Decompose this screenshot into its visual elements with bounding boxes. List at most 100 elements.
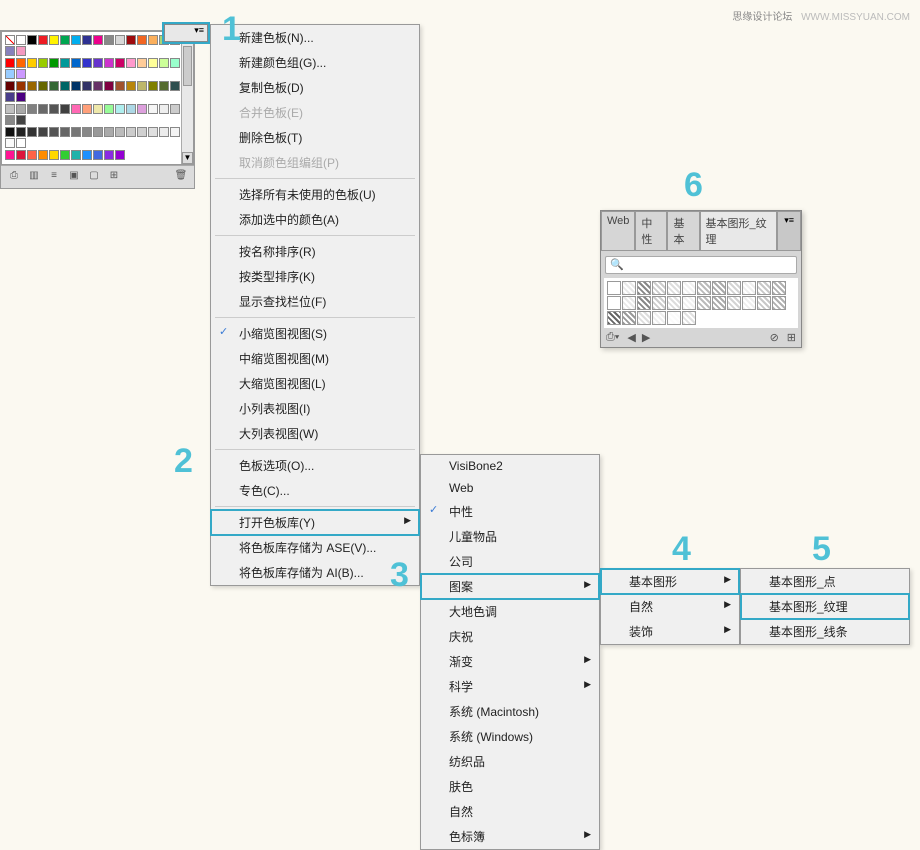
- swatch[interactable]: [137, 127, 147, 137]
- menu-item[interactable]: 自然: [421, 799, 599, 824]
- swatch[interactable]: [16, 92, 26, 102]
- menu-item[interactable]: 新建色板(N)...: [211, 25, 419, 50]
- swatch[interactable]: [115, 35, 125, 45]
- menu-item[interactable]: 色标簿▶: [421, 824, 599, 849]
- menu-item[interactable]: 纺织品: [421, 749, 599, 774]
- swatch[interactable]: [159, 81, 169, 91]
- pattern-swatch[interactable]: [682, 311, 696, 325]
- pattern-swatch[interactable]: [652, 281, 666, 295]
- swatch[interactable]: [16, 115, 26, 125]
- pattern-swatch[interactable]: [607, 296, 621, 310]
- swatch[interactable]: [93, 58, 103, 68]
- swatch[interactable]: [5, 150, 15, 160]
- swatch[interactable]: [71, 127, 81, 137]
- swatch[interactable]: [27, 150, 37, 160]
- new-folder-icon[interactable]: ▢: [87, 170, 101, 184]
- swatch[interactable]: [60, 35, 70, 45]
- swatch[interactable]: [71, 81, 81, 91]
- pattern-swatch[interactable]: [742, 281, 756, 295]
- show-icon[interactable]: ▥: [27, 170, 41, 184]
- pattern-swatch[interactable]: [712, 296, 726, 310]
- swatch[interactable]: [148, 127, 158, 137]
- menu-item[interactable]: 将色板库存储为 ASE(V)...: [211, 535, 419, 560]
- pattern-swatch[interactable]: [622, 281, 636, 295]
- swatch[interactable]: [126, 81, 136, 91]
- swatch[interactable]: [38, 81, 48, 91]
- swatch[interactable]: [159, 127, 169, 137]
- pattern-swatch[interactable]: [667, 311, 681, 325]
- swatch[interactable]: [148, 35, 158, 45]
- swatch[interactable]: [38, 150, 48, 160]
- swatch[interactable]: [16, 35, 26, 45]
- swatch[interactable]: [49, 127, 59, 137]
- swatch[interactable]: [170, 81, 180, 91]
- pattern-swatch[interactable]: [637, 311, 651, 325]
- pattern-swatch[interactable]: [772, 296, 786, 310]
- pattern-swatch[interactable]: [682, 281, 696, 295]
- swatch[interactable]: [5, 81, 15, 91]
- menu-item[interactable]: 专色(C)...: [211, 478, 419, 503]
- panel-flyout-button[interactable]: ▾≡: [164, 24, 208, 42]
- swatch[interactable]: [137, 81, 147, 91]
- swatch[interactable]: [115, 127, 125, 137]
- swatch[interactable]: [93, 35, 103, 45]
- pattern-swatch[interactable]: [622, 296, 636, 310]
- swatch[interactable]: [16, 104, 26, 114]
- swatch[interactable]: [27, 104, 37, 114]
- swatch[interactable]: [16, 138, 26, 148]
- next-icon[interactable]: ▶: [642, 331, 650, 344]
- swatch[interactable]: [104, 35, 114, 45]
- swatch[interactable]: [93, 81, 103, 91]
- swatch[interactable]: [16, 127, 26, 137]
- pattern-tab[interactable]: 中性: [635, 211, 667, 251]
- pattern-swatch[interactable]: [682, 296, 696, 310]
- swatch[interactable]: [5, 127, 15, 137]
- swatch[interactable]: [104, 104, 114, 114]
- menu-item[interactable]: 选择所有未使用的色板(U): [211, 182, 419, 207]
- menu-item[interactable]: 色板选项(O)...: [211, 453, 419, 478]
- swatch[interactable]: [115, 150, 125, 160]
- pattern-swatch[interactable]: [667, 296, 681, 310]
- library-menu-icon[interactable]: ⎙▾: [606, 331, 619, 344]
- swatch[interactable]: [148, 81, 158, 91]
- pattern-swatch[interactable]: [757, 281, 771, 295]
- swatch[interactable]: [27, 81, 37, 91]
- swatch[interactable]: [60, 150, 70, 160]
- swatch[interactable]: [126, 35, 136, 45]
- pattern-swatch[interactable]: [667, 281, 681, 295]
- menu-item[interactable]: 打开色板库(Y)▶: [211, 510, 419, 535]
- pattern-swatch[interactable]: [652, 296, 666, 310]
- menu-item[interactable]: 中性✓: [421, 499, 599, 524]
- menu-item[interactable]: 大列表视图(W): [211, 421, 419, 446]
- swatch[interactable]: [126, 58, 136, 68]
- swatch[interactable]: [38, 104, 48, 114]
- swatch[interactable]: [60, 58, 70, 68]
- pattern-tab[interactable]: 基本: [667, 211, 699, 251]
- pattern-swatch[interactable]: [697, 281, 711, 295]
- swatch[interactable]: [71, 104, 81, 114]
- swatch[interactable]: [82, 104, 92, 114]
- pattern-swatch[interactable]: [637, 296, 651, 310]
- menu-item[interactable]: 系统 (Windows): [421, 724, 599, 749]
- swatch[interactable]: [104, 150, 114, 160]
- menu-item[interactable]: 将色板库存储为 AI(B)...: [211, 560, 419, 585]
- pattern-tab[interactable]: 基本图形_纹理: [700, 211, 778, 251]
- pattern-swatch[interactable]: [697, 296, 711, 310]
- delete-icon[interactable]: 🗑: [174, 170, 188, 184]
- group-icon[interactable]: ▣: [67, 170, 81, 184]
- swatch[interactable]: [170, 104, 180, 114]
- no-entry-icon[interactable]: ⊘: [770, 331, 779, 344]
- swatch[interactable]: [38, 35, 48, 45]
- swatch[interactable]: [60, 127, 70, 137]
- pattern-tab[interactable]: Web: [601, 211, 635, 251]
- swatch[interactable]: [5, 104, 15, 114]
- pattern-swatch[interactable]: [742, 296, 756, 310]
- menu-item[interactable]: 新建颜色组(G)...: [211, 50, 419, 75]
- options-icon[interactable]: ≡: [47, 170, 61, 184]
- pattern-swatch[interactable]: [712, 281, 726, 295]
- swatch[interactable]: [93, 150, 103, 160]
- swatch[interactable]: [104, 81, 114, 91]
- swatch[interactable]: [5, 35, 15, 45]
- swatch[interactable]: [93, 127, 103, 137]
- menu-item[interactable]: 删除色板(T): [211, 125, 419, 150]
